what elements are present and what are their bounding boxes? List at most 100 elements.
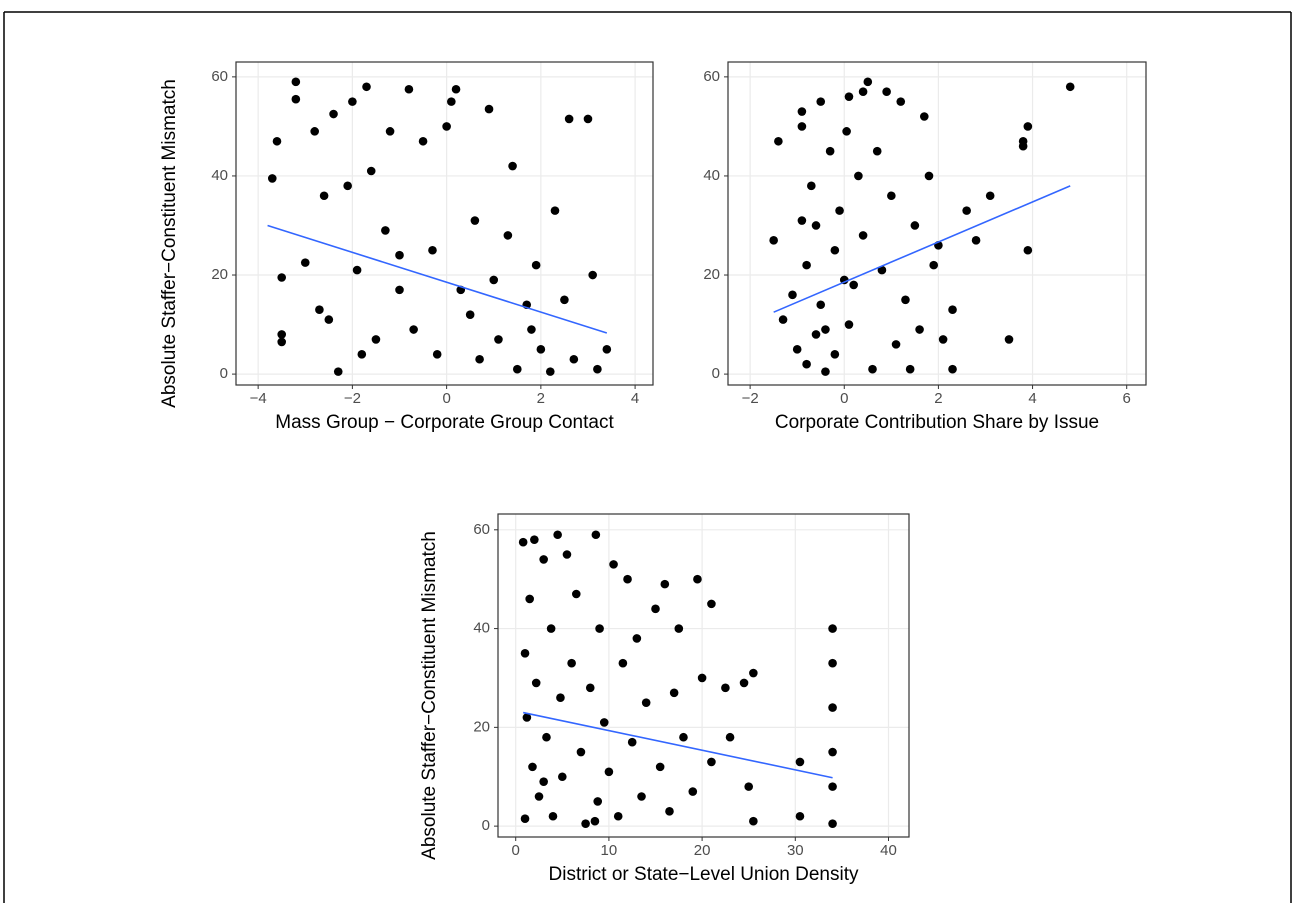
point xyxy=(651,604,660,614)
x-tick-label: 4 xyxy=(631,390,639,407)
point xyxy=(569,354,579,364)
point xyxy=(797,216,807,225)
point xyxy=(581,819,590,828)
x-tick-label: 30 xyxy=(787,842,804,859)
point xyxy=(564,114,574,124)
point xyxy=(576,747,586,757)
point xyxy=(910,221,920,230)
y-tick-label: 40 xyxy=(703,167,720,184)
point xyxy=(697,673,707,683)
point xyxy=(802,260,811,270)
point xyxy=(725,732,735,742)
point xyxy=(545,367,555,376)
point xyxy=(503,231,513,240)
point xyxy=(520,648,530,658)
x-axis-title: Mass Group − Corporate Group Contact xyxy=(275,412,614,433)
y-tick-label: 0 xyxy=(712,365,720,382)
point xyxy=(830,245,840,255)
point xyxy=(267,174,277,183)
point xyxy=(539,555,548,564)
point xyxy=(470,216,480,225)
point xyxy=(868,364,877,374)
point xyxy=(623,574,632,584)
point xyxy=(553,530,562,540)
panel-border xyxy=(235,61,654,386)
y-tick-label: 40 xyxy=(473,620,490,637)
point xyxy=(409,325,418,334)
point xyxy=(395,285,404,295)
point xyxy=(277,273,287,282)
point xyxy=(556,693,565,703)
point xyxy=(821,367,830,376)
y-axis-title: Absolute Staffer−Constituent Mismatch xyxy=(419,531,440,860)
point xyxy=(825,146,835,156)
point xyxy=(844,92,854,101)
point xyxy=(795,811,805,821)
point xyxy=(548,811,558,821)
point xyxy=(948,305,957,314)
point xyxy=(828,782,837,791)
point xyxy=(788,290,797,300)
point xyxy=(593,797,603,806)
point xyxy=(637,792,646,801)
point xyxy=(531,678,541,688)
point xyxy=(451,84,461,94)
point xyxy=(863,77,873,87)
point xyxy=(797,107,807,116)
x-tick-label: 4 xyxy=(1028,390,1036,407)
point xyxy=(858,87,868,97)
point xyxy=(858,231,868,240)
point xyxy=(604,767,614,777)
point xyxy=(674,624,684,633)
point xyxy=(277,337,287,347)
x-tick-label: 2 xyxy=(537,390,545,407)
point xyxy=(1023,245,1033,255)
point xyxy=(797,122,807,131)
point xyxy=(362,82,371,92)
panel xyxy=(728,62,1146,385)
point xyxy=(432,349,442,359)
point xyxy=(882,87,891,97)
point xyxy=(1065,82,1075,92)
point xyxy=(475,354,484,364)
point xyxy=(707,599,716,609)
point xyxy=(518,537,528,547)
point xyxy=(811,330,821,339)
point xyxy=(919,112,929,121)
point xyxy=(1018,141,1028,151)
point xyxy=(802,359,811,369)
panel-border xyxy=(497,513,910,838)
point xyxy=(530,535,539,544)
panel-border xyxy=(727,61,1147,386)
y-tick-label: 20 xyxy=(703,266,720,283)
point xyxy=(749,816,758,826)
point xyxy=(381,226,390,235)
point xyxy=(816,97,826,106)
point xyxy=(512,364,522,374)
point xyxy=(489,275,499,285)
point xyxy=(291,94,301,104)
point xyxy=(571,589,581,599)
y-tick-label: 0 xyxy=(220,365,228,382)
point xyxy=(891,340,901,349)
point xyxy=(352,265,362,275)
point xyxy=(428,245,437,255)
x-tick-label: 10 xyxy=(601,842,618,859)
point xyxy=(807,181,816,191)
y-tick-label: 0 xyxy=(482,817,490,834)
point xyxy=(854,171,863,181)
point xyxy=(618,658,628,668)
point xyxy=(669,688,679,698)
point xyxy=(536,345,546,354)
point xyxy=(665,807,674,816)
point xyxy=(901,295,910,305)
point xyxy=(315,305,324,314)
point xyxy=(938,335,948,344)
point xyxy=(591,530,601,540)
point xyxy=(583,114,593,124)
point xyxy=(774,136,783,146)
point xyxy=(828,624,837,633)
point xyxy=(310,127,319,136)
point xyxy=(844,320,854,329)
fit-line xyxy=(773,185,1071,313)
